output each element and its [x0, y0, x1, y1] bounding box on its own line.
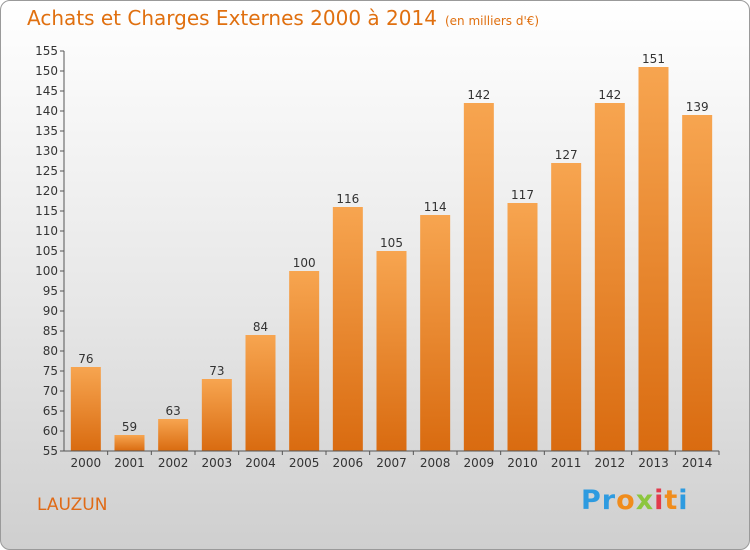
y-tick-label: 65	[43, 404, 58, 418]
x-tick-label: 2009	[464, 456, 495, 470]
bar	[551, 163, 582, 451]
bar	[420, 215, 451, 451]
y-tick-label: 55	[43, 444, 58, 458]
title-subtitle: (en milliers d'€)	[444, 14, 540, 28]
y-tick-label: 95	[43, 284, 58, 298]
y-tick-label: 100	[35, 264, 58, 278]
bar	[463, 103, 494, 451]
data-label: 59	[122, 420, 137, 434]
data-label: 116	[336, 192, 359, 206]
data-label: 84	[253, 320, 268, 334]
data-label: 142	[598, 88, 621, 102]
y-tick-label: 110	[35, 224, 58, 238]
bar	[114, 435, 145, 451]
y-axis: 55 60 65 70 75 80 85 90 95 100 105 110 115 120 125 130 1…	[35, 44, 65, 458]
logo-letter: r	[601, 485, 617, 516]
data-label: 73	[209, 364, 224, 378]
logo-letter: t	[664, 485, 679, 516]
logo-letter: i	[678, 485, 689, 516]
x-tick-label: 2011	[551, 456, 582, 470]
data-label: 105	[380, 236, 403, 250]
title-main: Achats et Charges Externes 2000 à 2014	[27, 6, 437, 30]
data-label: 127	[555, 148, 578, 162]
y-tick-label: 145	[35, 84, 58, 98]
x-tick-label: 2012	[595, 456, 626, 470]
x-axis: 2000 2001 2002 2003 2004 2005 2006 2007 2008 2009…	[64, 450, 720, 470]
proxiti-logo: Proxiti	[581, 485, 689, 516]
logo-letter: x	[635, 485, 655, 516]
y-tick-label: 135	[35, 124, 58, 138]
x-tick-label: 2001	[114, 456, 145, 470]
x-tick-label: 2010	[507, 456, 538, 470]
y-tick-label: 75	[43, 364, 58, 378]
x-tick-label: 2014	[682, 456, 713, 470]
bar	[70, 367, 101, 451]
data-label: 100	[293, 256, 316, 270]
logo-letter: o	[616, 485, 636, 516]
y-tick-label: 150	[35, 64, 58, 78]
data-label: 114	[424, 200, 447, 214]
x-tick-label: 2004	[245, 456, 276, 470]
data-label: 63	[166, 404, 181, 418]
y-tick-label: 70	[43, 384, 58, 398]
y-tick-label: 80	[43, 344, 58, 358]
data-label: 142	[467, 88, 490, 102]
commune-label: LAUZUN	[37, 495, 108, 515]
bar	[289, 271, 320, 451]
x-tick-label: 2000	[71, 456, 102, 470]
bar	[638, 67, 669, 451]
y-tick-label: 120	[35, 184, 58, 198]
chart-title: Achats et Charges Externes 2000 à 2014 (e…	[27, 6, 539, 30]
data-label: 117	[511, 188, 534, 202]
y-tick-label: 60	[43, 424, 58, 438]
x-tick-label: 2005	[289, 456, 320, 470]
y-tick-label: 130	[35, 144, 58, 158]
data-label: 139	[686, 100, 709, 114]
data-label: 76	[78, 352, 93, 366]
x-tick-label: 2006	[333, 456, 364, 470]
bar	[158, 419, 189, 451]
bar	[376, 251, 407, 451]
y-tick-label: 115	[35, 204, 58, 218]
bar	[332, 207, 363, 451]
y-tick-label: 140	[35, 104, 58, 118]
x-tick-label: 2007	[376, 456, 407, 470]
logo-letter: P	[581, 485, 602, 516]
x-tick-label: 2003	[202, 456, 233, 470]
bar	[594, 103, 625, 451]
logo-letter: i	[654, 485, 665, 516]
bar	[507, 203, 538, 451]
bar	[245, 335, 276, 451]
y-tick-label: 155	[35, 44, 58, 58]
y-tick-label: 105	[35, 244, 58, 258]
bar	[682, 115, 713, 451]
x-tick-label: 2013	[638, 456, 669, 470]
x-tick-label: 2008	[420, 456, 451, 470]
y-tick-label: 125	[35, 164, 58, 178]
data-label: 151	[642, 52, 665, 66]
bar	[201, 379, 232, 451]
y-tick-label: 90	[43, 304, 58, 318]
bars: 76 59 63 73 84 100 116 105 114 142 117 127 142 151 139	[70, 52, 713, 451]
x-tick-label: 2002	[158, 456, 189, 470]
y-tick-label: 85	[43, 324, 58, 338]
